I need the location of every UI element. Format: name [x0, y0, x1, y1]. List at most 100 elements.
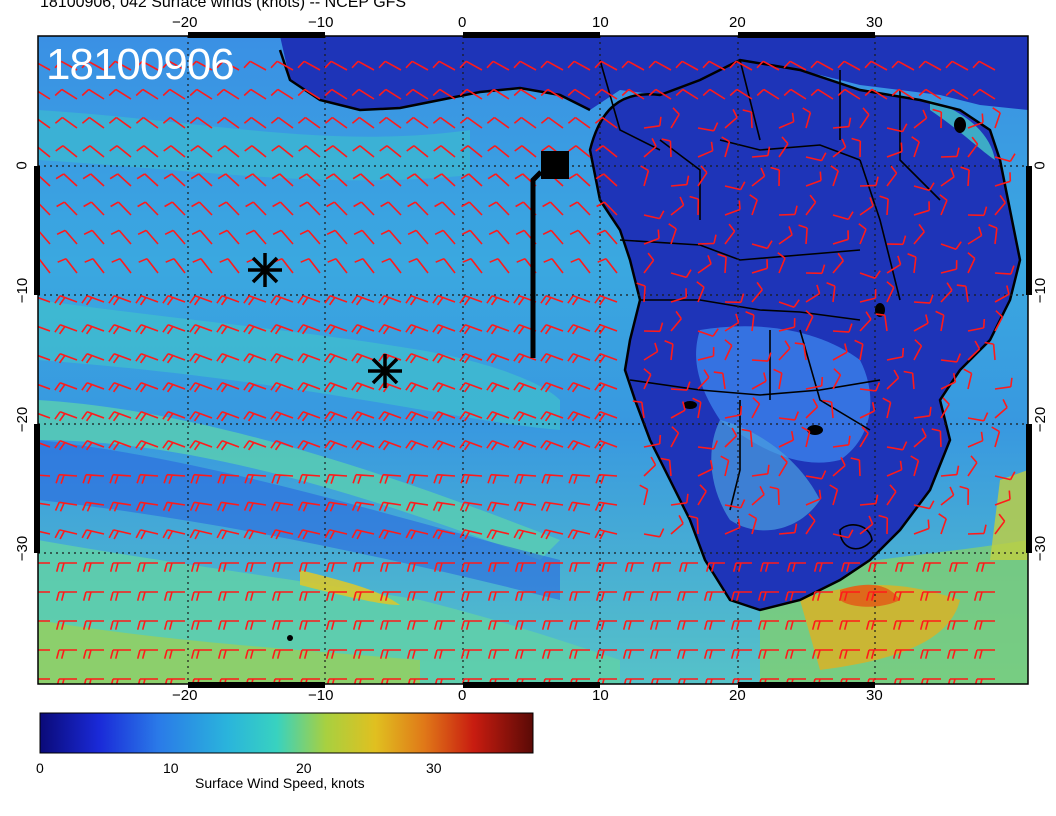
wind-barb — [697, 369, 710, 390]
wind-barb — [594, 353, 618, 364]
wind-barb — [757, 591, 779, 601]
wind-barb — [594, 60, 618, 71]
wind-barb — [487, 145, 510, 158]
wind-barb — [378, 529, 402, 540]
wind-barb — [514, 562, 536, 572]
wind-barb — [459, 529, 483, 540]
wind-barb — [724, 405, 743, 419]
wind-barb — [460, 649, 482, 659]
wind-barb — [541, 620, 563, 630]
wind-barb — [216, 88, 240, 100]
wind-barb — [324, 324, 348, 335]
wind-barb — [462, 257, 483, 274]
wind-barb — [670, 107, 680, 129]
wind-barb — [697, 484, 707, 506]
wind-barb — [697, 165, 708, 187]
wind-barb — [748, 513, 758, 535]
wind-barb — [405, 295, 429, 306]
wind-barb — [217, 173, 240, 187]
wind-barb — [938, 513, 947, 535]
wind-barb — [778, 318, 796, 332]
wind-barb — [994, 310, 1004, 332]
wind-barb — [190, 473, 213, 484]
wind-barb — [859, 311, 872, 332]
wind-barb — [405, 353, 429, 364]
wind-barb — [270, 88, 294, 100]
wind-barb — [163, 473, 186, 484]
wind-barb — [137, 201, 159, 216]
wind-barb — [244, 620, 266, 630]
wind-barb — [751, 372, 767, 390]
wind-barb — [540, 88, 564, 100]
wind-barb — [805, 264, 826, 275]
date-stamp: 18100906 — [46, 40, 235, 89]
wind-barb — [751, 259, 769, 274]
wind-barb — [351, 501, 375, 512]
wind-barb — [676, 649, 698, 659]
wind-barb — [886, 123, 908, 133]
wind-barb — [405, 116, 429, 129]
wind-barb — [567, 353, 591, 364]
lon-tick-bottom: −20 — [172, 687, 198, 704]
lon-tick-top: 0 — [458, 14, 467, 31]
wind-barb — [244, 145, 267, 158]
wind-barb — [770, 166, 781, 187]
wind-barb — [670, 381, 691, 391]
wind-barb — [353, 201, 375, 216]
wind-barb — [298, 649, 320, 659]
wind-barb — [778, 112, 795, 129]
wind-barb — [757, 620, 779, 630]
wind-barb — [967, 252, 976, 274]
wind-barb — [190, 591, 212, 601]
wind-barb — [189, 529, 213, 540]
wind-barb — [643, 252, 655, 274]
wind-barb — [540, 382, 564, 393]
wind-barb — [243, 60, 267, 71]
wind-barb — [595, 173, 618, 187]
wind-barb — [810, 88, 834, 100]
wind-barb — [595, 620, 617, 630]
wind-barb — [82, 591, 104, 601]
wind-barb — [832, 368, 842, 390]
wind-barb — [54, 88, 78, 100]
wind-barb — [568, 173, 591, 187]
wind-barb — [109, 473, 132, 484]
wind-barb — [721, 136, 731, 158]
wind-barb — [297, 529, 321, 540]
wind-barb — [297, 324, 321, 335]
wind-barb — [38, 562, 50, 564]
wind-barb — [994, 471, 1016, 481]
wind-barb — [946, 591, 968, 601]
wind-barb — [918, 60, 942, 71]
wind-barb — [513, 501, 537, 512]
wind-barb — [756, 60, 780, 71]
wind-barb — [434, 201, 456, 216]
wind-barb — [632, 400, 645, 419]
wind-barb — [749, 194, 758, 216]
wind-barb — [668, 223, 677, 245]
wind-barb — [406, 473, 429, 484]
colorbar — [39, 712, 534, 754]
wind-barb — [967, 226, 983, 245]
wind-barb — [514, 620, 536, 630]
wind-barb — [189, 324, 213, 335]
wind-barb — [270, 116, 294, 129]
wind-barb — [379, 173, 402, 187]
wind-barb — [487, 620, 509, 630]
lon-tick-top: −10 — [308, 14, 334, 31]
wind-barb — [460, 173, 483, 187]
wind-barb — [994, 194, 1006, 216]
wind-barb — [751, 240, 773, 250]
wind-barb — [567, 529, 591, 540]
wind-barb — [813, 562, 833, 572]
wind-barb — [459, 501, 483, 512]
wind-barb — [643, 138, 657, 158]
wind-barb — [138, 257, 159, 274]
wind-barb — [567, 382, 591, 393]
wind-barb — [697, 255, 712, 274]
wind-barb — [489, 257, 510, 274]
wind-barb — [55, 473, 78, 484]
wind-barb — [643, 210, 665, 220]
wind-barb — [38, 296, 51, 303]
wind-barb — [648, 60, 672, 71]
